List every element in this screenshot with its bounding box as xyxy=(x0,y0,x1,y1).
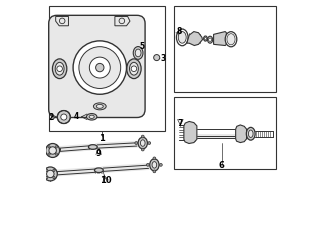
Circle shape xyxy=(154,55,160,61)
Circle shape xyxy=(148,142,151,145)
Ellipse shape xyxy=(130,62,138,75)
Circle shape xyxy=(48,146,50,148)
Circle shape xyxy=(55,146,58,148)
Circle shape xyxy=(46,144,59,157)
Circle shape xyxy=(57,66,62,71)
Ellipse shape xyxy=(127,59,141,78)
Circle shape xyxy=(141,148,144,151)
Circle shape xyxy=(59,18,65,24)
Polygon shape xyxy=(214,31,226,46)
Circle shape xyxy=(96,63,104,72)
Ellipse shape xyxy=(52,59,67,78)
Ellipse shape xyxy=(227,34,235,45)
Ellipse shape xyxy=(150,159,159,171)
Ellipse shape xyxy=(248,130,253,137)
Ellipse shape xyxy=(203,36,207,41)
Ellipse shape xyxy=(88,145,97,149)
Circle shape xyxy=(141,135,144,138)
Bar xyxy=(174,6,276,92)
Circle shape xyxy=(160,164,162,166)
Ellipse shape xyxy=(204,37,206,40)
Circle shape xyxy=(49,147,56,154)
Text: 8: 8 xyxy=(177,27,182,36)
Circle shape xyxy=(208,38,212,41)
Polygon shape xyxy=(115,16,130,26)
Bar xyxy=(174,97,276,168)
Circle shape xyxy=(153,157,156,160)
FancyBboxPatch shape xyxy=(49,15,145,118)
Polygon shape xyxy=(184,121,197,144)
Ellipse shape xyxy=(96,104,103,108)
Ellipse shape xyxy=(246,127,255,140)
Circle shape xyxy=(46,170,54,178)
Ellipse shape xyxy=(55,62,64,75)
Circle shape xyxy=(119,18,125,24)
Circle shape xyxy=(46,176,48,179)
Text: 2: 2 xyxy=(48,113,53,121)
Ellipse shape xyxy=(152,162,157,168)
Circle shape xyxy=(131,66,137,71)
Circle shape xyxy=(61,114,67,120)
Ellipse shape xyxy=(140,140,145,146)
Circle shape xyxy=(55,153,58,155)
Circle shape xyxy=(73,41,126,94)
Ellipse shape xyxy=(135,49,141,57)
Ellipse shape xyxy=(176,29,188,46)
Polygon shape xyxy=(187,31,202,46)
Ellipse shape xyxy=(178,31,186,43)
Circle shape xyxy=(46,169,48,172)
Text: 1: 1 xyxy=(99,134,105,143)
Circle shape xyxy=(57,110,70,124)
Text: 3: 3 xyxy=(160,55,165,63)
Ellipse shape xyxy=(208,36,213,43)
Circle shape xyxy=(147,164,149,166)
Text: 9: 9 xyxy=(96,149,101,157)
Ellipse shape xyxy=(95,168,103,172)
Polygon shape xyxy=(236,125,247,143)
Circle shape xyxy=(135,142,138,145)
Circle shape xyxy=(43,167,57,181)
Circle shape xyxy=(53,176,55,179)
Ellipse shape xyxy=(225,32,237,47)
Circle shape xyxy=(79,47,121,88)
Circle shape xyxy=(48,153,50,155)
Text: 5: 5 xyxy=(139,42,144,51)
Bar xyxy=(49,6,165,131)
Text: 10: 10 xyxy=(100,176,111,185)
Ellipse shape xyxy=(89,115,94,118)
Ellipse shape xyxy=(86,114,97,120)
Ellipse shape xyxy=(133,47,143,59)
Circle shape xyxy=(153,170,156,173)
Ellipse shape xyxy=(138,137,148,149)
Ellipse shape xyxy=(93,103,106,110)
Polygon shape xyxy=(56,16,69,26)
Text: 7: 7 xyxy=(178,119,183,128)
Text: 4: 4 xyxy=(74,112,79,121)
Circle shape xyxy=(53,169,55,172)
Circle shape xyxy=(89,57,110,78)
Text: 6: 6 xyxy=(219,161,225,170)
